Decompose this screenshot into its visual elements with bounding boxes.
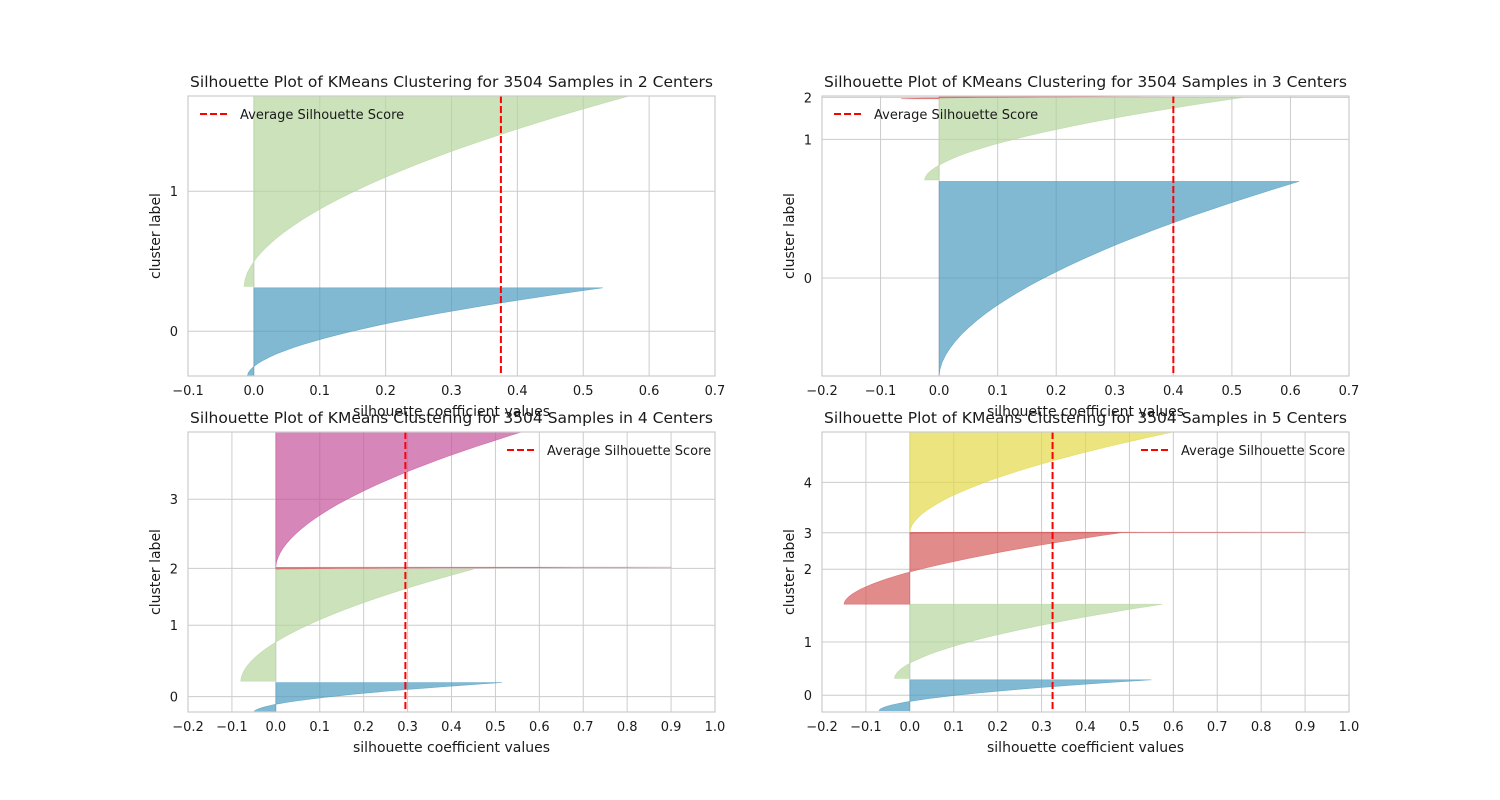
x-tick-label: 0.1 <box>309 720 330 735</box>
x-tick-label: 0.4 <box>1075 720 1096 735</box>
x-tick-label: 0.3 <box>1031 720 1052 735</box>
x-tick-label: 0.7 <box>1207 720 1228 735</box>
x-tick-label: 0.7 <box>1339 384 1360 399</box>
x-tick-label: 0.0 <box>929 384 950 399</box>
panel-2: −0.2 −0.1 0.0 0.1 0.2 0.3 0.4 0.5 0.6 0.7 0 1 2 Avera… <box>782 73 1359 420</box>
y-tick-label: 1 <box>170 185 178 200</box>
x-tick-label: 0.1 <box>943 720 964 735</box>
x-tick-label: 1.0 <box>705 720 726 735</box>
x-tick-label: −0.2 <box>172 720 204 735</box>
x-tick-label: 0.2 <box>375 384 396 399</box>
x-tick-label: 0.0 <box>265 720 286 735</box>
silhouette-band-cluster-4 <box>909 431 1174 534</box>
y-tick-label: 0 <box>170 691 178 706</box>
x-tick-label: −0.1 <box>865 384 897 399</box>
chart-title: Silhouette Plot of KMeans Clustering for… <box>190 73 713 91</box>
axes-frame <box>187 95 716 377</box>
x-tick-label: 0.2 <box>1046 384 1067 399</box>
y-axis-label: cluster label <box>782 529 798 615</box>
x-tick-label: 0.8 <box>617 720 638 735</box>
x-tick-label: 0.5 <box>1222 384 1243 399</box>
x-tick-label: 0.0 <box>899 720 920 735</box>
x-tick-label: −0.1 <box>216 720 248 735</box>
x-axis-label: silhouette coefficient values <box>987 404 1184 420</box>
panel-1: −0.1 0.0 0.1 0.2 0.3 0.4 0.5 0.6 0.7 0 1 Average Si… <box>148 73 725 420</box>
y-tick-label: 1 <box>804 133 812 148</box>
x-tick-label: 0.5 <box>485 720 506 735</box>
x-tick-label: 0.8 <box>1251 720 1272 735</box>
y-tick-label: 3 <box>170 493 178 508</box>
silhouette-band-cluster-1 <box>240 568 474 682</box>
y-tick-label: 1 <box>170 619 178 634</box>
x-tick-label: 0.3 <box>1104 384 1125 399</box>
silhouette-band-cluster-1 <box>894 603 1163 679</box>
legend-label: Average Silhouette Score <box>1181 444 1345 459</box>
silhouette-band-cluster-3 <box>909 531 1306 534</box>
x-tick-label: 0.7 <box>705 384 726 399</box>
panel-4: −0.2 −0.1 0.0 0.1 0.2 0.3 0.4 0.5 0.6 0.7 0.8 0.9 1.… <box>782 409 1359 756</box>
x-tick-label: 0.4 <box>441 720 462 735</box>
x-tick-label: 0.2 <box>987 720 1008 735</box>
y-tick-label: 3 <box>804 527 812 542</box>
y-tick-label: 2 <box>170 562 178 577</box>
y-tick-label: 1 <box>804 636 812 651</box>
axes-frame <box>821 431 1350 713</box>
x-tick-label: −0.2 <box>806 384 838 399</box>
y-tick-label: 0 <box>804 272 812 287</box>
x-tick-label: 0.6 <box>639 384 660 399</box>
x-tick-label: 0.6 <box>1163 720 1184 735</box>
silhouette-band-cluster-0 <box>246 287 604 377</box>
y-tick-label: 0 <box>804 689 812 704</box>
x-tick-label: 0.5 <box>573 384 594 399</box>
x-tick-label: −0.1 <box>850 720 882 735</box>
legend-label: Average Silhouette Score <box>547 444 711 459</box>
y-tick-label: 2 <box>804 563 812 578</box>
x-tick-label: 0.7 <box>573 720 594 735</box>
x-tick-label: 0.1 <box>987 384 1008 399</box>
legend-label: Average Silhouette Score <box>874 108 1038 123</box>
x-axis-label: silhouette coefficient values <box>987 740 1184 756</box>
silhouette-band-cluster-2 <box>275 566 672 570</box>
x-tick-label: 0.3 <box>397 720 418 735</box>
x-tick-label: 0.9 <box>661 720 682 735</box>
y-axis-label: cluster label <box>782 193 798 279</box>
silhouette-band-cluster-2 <box>843 532 1121 605</box>
chart-title: Silhouette Plot of KMeans Clustering for… <box>190 409 713 427</box>
axes-frame <box>821 95 1350 377</box>
axes-frame <box>187 431 716 713</box>
x-axis-label: silhouette coefficient values <box>353 404 550 420</box>
x-tick-label: 0.5 <box>1119 720 1140 735</box>
x-axis-label: silhouette coefficient values <box>353 740 550 756</box>
panel-3: −0.2 −0.1 0.0 0.1 0.2 0.3 0.4 0.5 0.6 0.7 0.8 0.9 1.… <box>148 409 725 756</box>
x-tick-label: 0.9 <box>1295 720 1316 735</box>
y-axis-label: cluster label <box>148 193 164 279</box>
legend-label: Average Silhouette Score <box>240 108 404 123</box>
x-tick-label: 0.3 <box>441 384 462 399</box>
silhouette-band-cluster-0 <box>878 679 1152 711</box>
chart-title: Silhouette Plot of KMeans Clustering for… <box>824 73 1347 91</box>
x-tick-label: −0.1 <box>172 384 204 399</box>
x-tick-label: 0.4 <box>1163 384 1184 399</box>
silhouette-band-cluster-0 <box>253 682 503 713</box>
y-tick-label: 4 <box>804 476 812 491</box>
silhouette-band-cluster-3 <box>275 431 522 569</box>
x-tick-label: 0.6 <box>529 720 550 735</box>
x-tick-label: 1.0 <box>1339 720 1360 735</box>
x-tick-label: 0.1 <box>309 384 330 399</box>
silhouette-band-cluster-0 <box>938 181 1300 377</box>
y-tick-label: 0 <box>170 325 178 340</box>
silhouette-band-cluster-1 <box>243 95 630 287</box>
x-tick-label: 0.4 <box>507 384 528 399</box>
silhouette-band-cluster-1 <box>924 97 1244 181</box>
x-tick-label: −0.2 <box>806 720 838 735</box>
x-tick-label: 0.2 <box>353 720 374 735</box>
x-tick-label: 0.6 <box>1280 384 1301 399</box>
chart-title: Silhouette Plot of KMeans Clustering for… <box>824 409 1347 427</box>
y-tick-label: 2 <box>804 91 812 106</box>
x-tick-label: 0.0 <box>244 384 265 399</box>
y-axis-label: cluster label <box>148 529 164 615</box>
